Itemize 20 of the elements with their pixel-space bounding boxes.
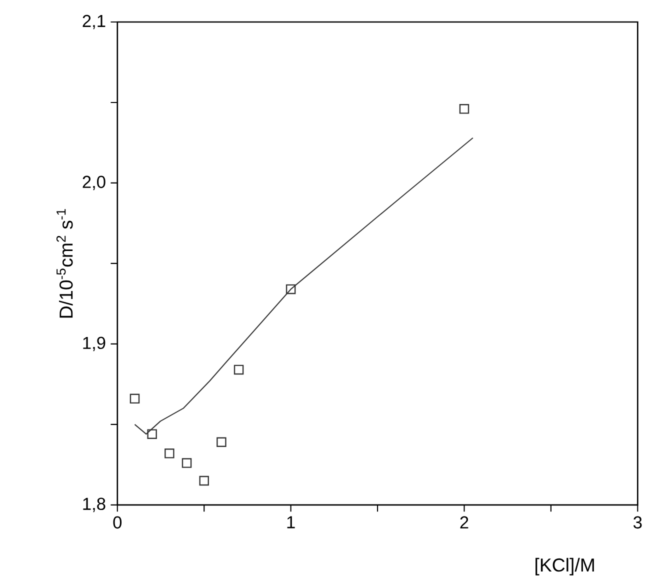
x-tick-label: 2 [460,516,468,529]
y-tick-label: 1,9 [83,336,106,352]
x-axis-title: [KCl]/M [536,558,594,576]
x-tick-label: 3 [634,516,642,529]
line-series [134,137,474,435]
point [182,458,192,468]
point [234,364,244,375]
point [199,476,209,486]
y-tick-label: 2,0 [82,176,106,190]
y-axis-title: D/10$^{-5}$cm$^{2}$ s$^{-1}$ [56,209,73,318]
x-tick-label: 0 [113,516,122,529]
point [130,394,140,404]
point [147,429,157,440]
y-tick-label: 1,8 [83,498,106,512]
point [164,448,174,458]
point [216,437,226,448]
point [459,104,470,114]
point [286,284,296,294]
x-tick-label: 1 [287,516,295,528]
y-tick-label: 2,1 [82,14,106,30]
